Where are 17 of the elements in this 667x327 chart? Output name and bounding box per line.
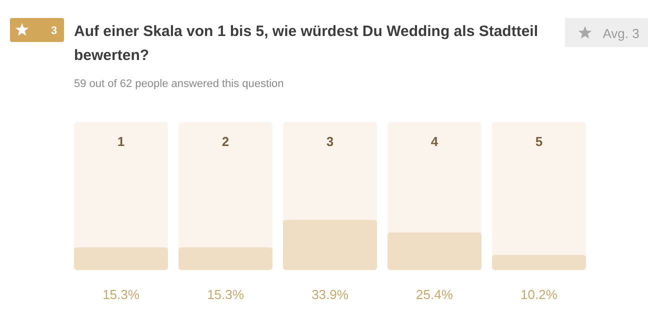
chart-title: Auf einer Skala von 1 bis 5, wie würdest Du Wedding als Stadtteil bewerten? (74, 23, 538, 64)
data-label: 10.2% (520, 287, 558, 302)
x-tick-label: 4 (430, 134, 439, 149)
data-label: 33.9% (312, 287, 349, 302)
chart-subtitle: 59 out of 62 people answered this question (74, 78, 284, 90)
x-tick-label: 5 (535, 134, 543, 149)
x-tick-label: 3 (326, 134, 334, 149)
data-label: 15.3% (102, 287, 140, 302)
x-tick-label: 1 (117, 134, 125, 149)
data-label: 15.3% (207, 287, 244, 302)
bar (178, 247, 273, 270)
bar (492, 254, 586, 270)
bar (74, 247, 168, 270)
data-label: 25.4% (416, 287, 454, 302)
text: 3 (50, 25, 58, 37)
x-tick-label: 2 (222, 134, 230, 149)
text: Avg. 3 (602, 26, 640, 41)
